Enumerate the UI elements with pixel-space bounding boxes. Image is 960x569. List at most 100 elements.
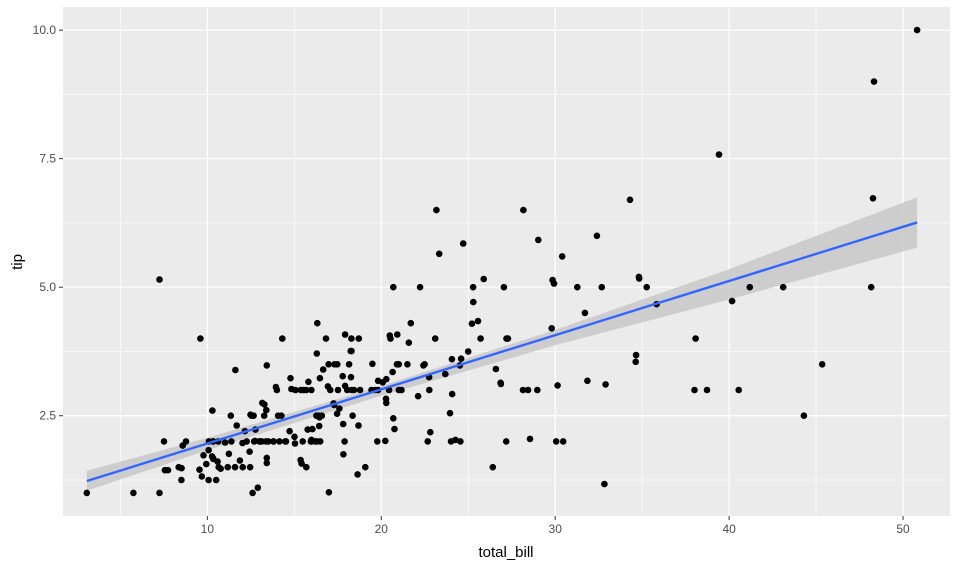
data-point [382,395,390,403]
data-point [643,283,650,291]
data-point [356,386,364,394]
data-point [308,386,315,394]
data-point [534,386,541,394]
data-point [369,360,376,368]
data-point [276,438,283,445]
data-point [327,386,334,394]
data-point [867,283,875,291]
data-point [632,358,639,366]
y-tick-label: 5.0 [39,280,56,294]
y-axis-title: tip [9,254,26,270]
data-point [312,438,319,445]
data-point [263,459,271,467]
data-point [602,381,609,388]
data-point [300,386,307,394]
data-point [446,409,454,417]
data-point [197,335,204,342]
data-point [299,438,307,445]
data-point [316,438,324,445]
data-point [198,473,206,480]
data-point [500,283,508,291]
data-point [635,275,643,282]
data-point [474,317,482,325]
x-axis-ticks: 10 20 30 40 50 [201,516,910,536]
data-point [349,412,356,420]
minor-grid [63,7,950,516]
data-point [390,415,397,422]
data-point [130,489,137,497]
data-point [433,206,440,214]
data-point [447,438,455,445]
data-point [593,232,601,240]
data-point [325,489,333,496]
data-point [233,422,240,429]
major-grid [63,7,950,516]
data-point [232,366,239,374]
data-point [156,489,163,497]
data-point [469,283,477,291]
data-point [291,433,298,441]
data-point [224,463,231,471]
data-point [340,451,347,458]
data-point [209,407,216,414]
data-point [549,276,556,284]
data-point [263,362,271,369]
y-tick-label: 7.5 [39,152,56,166]
data-point [735,386,742,394]
data-point [492,365,500,373]
data-point [424,438,432,445]
data-point [448,355,456,363]
data-point [427,428,434,436]
data-point [691,386,698,394]
data-point [156,276,163,283]
data-point [347,347,355,355]
data-point [325,361,332,368]
data-point [477,335,484,342]
data-point [395,386,403,394]
data-point [200,452,207,459]
data-point [692,335,699,342]
data-point [459,240,467,247]
data-point [341,331,349,338]
data-point [322,335,330,342]
data-point [231,463,239,471]
data-point [263,454,271,462]
data-point [175,463,182,471]
data-point [554,382,561,389]
data-point [548,325,555,332]
x-tick-label: 40 [722,522,736,536]
data-point [303,463,310,471]
data-point [314,319,321,327]
data-point [626,196,634,204]
data-point [309,425,316,433]
data-point [468,320,476,328]
data-point [282,438,289,445]
data-point [389,368,396,376]
data-point [374,438,381,445]
data-point [407,319,415,327]
regression-line [86,221,918,483]
data-point [179,442,186,449]
data-point [480,275,488,283]
data-point [243,438,250,445]
data-point [273,386,281,394]
data-point [236,457,244,464]
data-point [83,489,91,497]
data-point [489,463,497,471]
x-tick-label: 30 [549,522,563,536]
data-point [339,420,347,428]
data-point [339,372,347,380]
data-point [214,458,221,465]
data-point [205,476,212,484]
data-point [256,438,263,445]
data-point [552,438,560,445]
data-point [316,374,324,382]
data-point [703,386,711,394]
data-point [379,379,387,386]
data-point [715,151,723,158]
data-point [205,446,212,454]
data-point [391,425,398,433]
data-point [263,406,270,414]
data-point [800,412,808,420]
